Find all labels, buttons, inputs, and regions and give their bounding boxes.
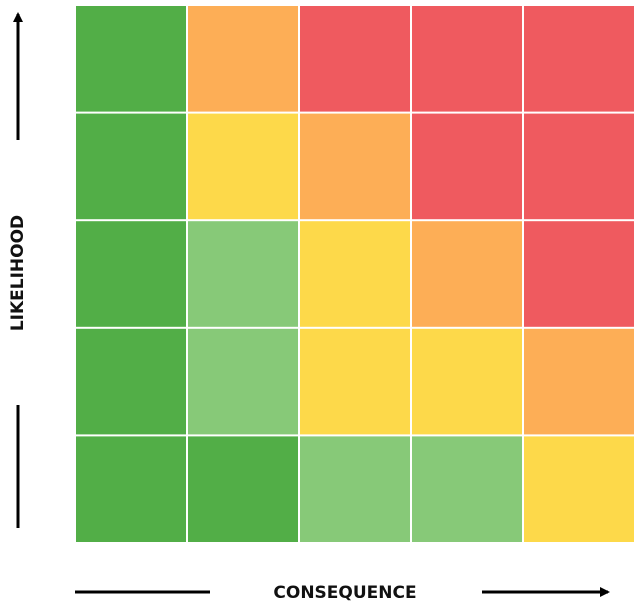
risk-cell	[412, 221, 522, 327]
matrix-grid	[76, 6, 634, 542]
risk-cell	[76, 328, 186, 435]
risk-cell	[188, 436, 298, 542]
risk-cell	[188, 328, 298, 435]
risk-cell	[300, 113, 410, 220]
risk-cell	[76, 113, 186, 220]
risk-cell	[300, 436, 410, 542]
risk-cell	[188, 113, 298, 220]
risk-cell	[76, 6, 186, 112]
risk-cell	[76, 436, 186, 542]
x-axis-label: CONSEQUENCE	[273, 583, 416, 603]
risk-cell	[412, 6, 522, 112]
risk-cell	[188, 6, 298, 112]
y-axis-label: LIKELIHOOD	[8, 215, 28, 331]
risk-cell	[188, 221, 298, 327]
risk-cell	[412, 113, 522, 220]
risk-cell	[300, 6, 410, 112]
risk-cell	[524, 113, 634, 220]
risk-cell	[524, 6, 634, 112]
risk-cell	[412, 328, 522, 435]
risk-cell	[412, 436, 522, 542]
risk-cell	[524, 328, 634, 435]
risk-cell	[524, 436, 634, 542]
risk-cell	[300, 328, 410, 435]
risk-cell	[76, 221, 186, 327]
risk-cell	[524, 221, 634, 327]
risk-cell	[300, 221, 410, 327]
